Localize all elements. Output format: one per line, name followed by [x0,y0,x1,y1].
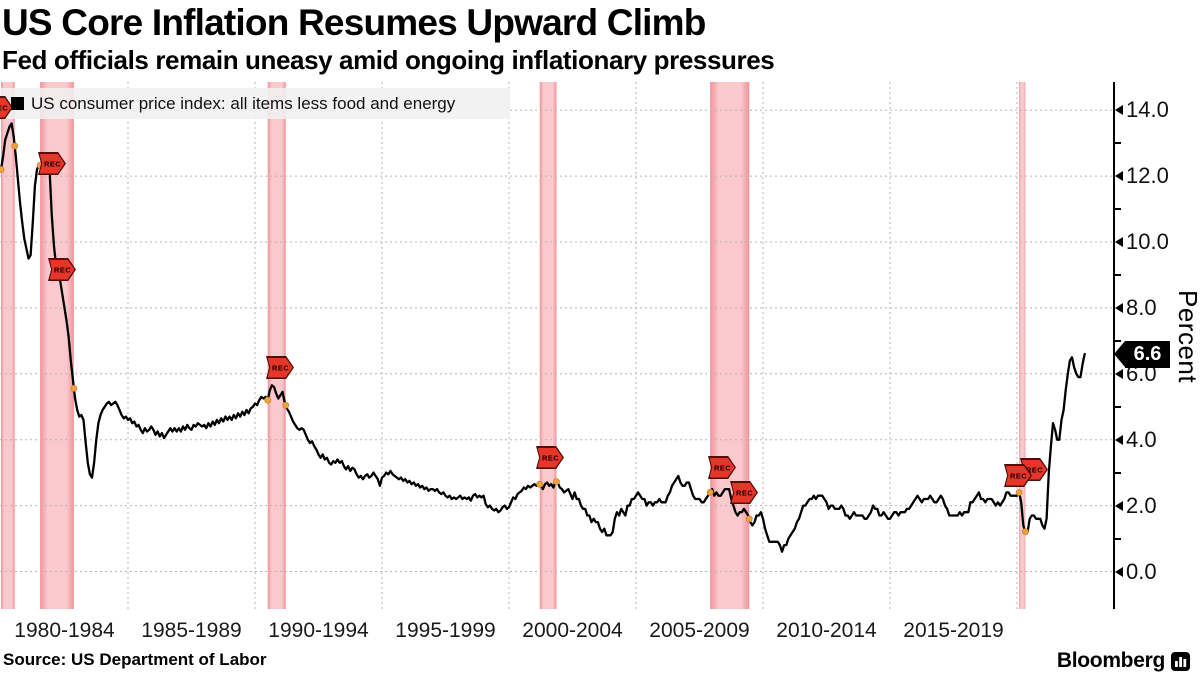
x-tick-label: 2000-2004 [522,619,623,642]
recession-band [539,82,557,609]
recession-boundary-dot [264,396,272,404]
bloomberg-wordmark: Bloomberg [1056,649,1165,672]
y-major-tick [1115,302,1123,313]
legend: US consumer price index: all items less … [0,88,510,119]
y-major-tick [1115,566,1123,577]
y-tick-label: 0.0 [1126,558,1157,584]
recession-badge-fill [49,259,75,280]
recession-badge: REC [536,446,564,469]
x-tick-label: 1995-1999 [395,619,496,642]
x-tick-label: 1990-1994 [268,619,369,642]
recession-boundary-dot [70,384,78,392]
inflation-line-chart [0,82,1113,609]
legend-background [0,88,510,119]
recession-badge-fill [537,447,563,468]
recession-badge-fill [709,457,735,478]
y-major-tick [1115,237,1123,247]
y-axis-title: Percent [1173,290,1200,384]
y-major-tick [1115,105,1123,116]
y-major-tick [1115,434,1123,445]
x-tick-label: 2010-2014 [776,619,877,642]
recession-band [710,82,750,609]
recession-badge: REC [1004,464,1032,487]
recession-badge-label: REC [542,453,560,462]
y-major-tick [1115,171,1123,182]
recession-badge: REC [38,152,66,175]
y-minor-tick [1115,405,1121,408]
legend-swatch [11,97,24,110]
legend-label: US consumer price index: all items less … [31,93,456,113]
core-cpi-line [0,122,1086,553]
y-tick-label: 12.0 [1126,163,1169,189]
bloomberg-logo: Bloomberg [1057,649,1190,673]
last-value-label: 6.6 [1125,340,1170,368]
recession-boundary-dot [553,478,560,486]
y-minor-tick [1115,339,1121,342]
recession-band [267,82,286,609]
x-tick-label: 1985-1989 [141,619,242,642]
recession-band [1019,82,1026,609]
recession-badge-fill [0,97,12,118]
page-subtitle: Fed officials remain uneasy amid ongoing… [2,45,775,75]
x-tick-label: 2015-2019 [903,619,1004,642]
y-tick-label: 8.0 [1126,294,1157,320]
recession-boundary-dot [11,142,19,150]
y-minor-tick [1115,273,1121,276]
recession-badge: REC [48,258,76,281]
recession-boundary-dot [536,480,544,488]
recession-badge-label: REC [736,488,754,497]
recession-badge-fill [1005,465,1031,486]
recession-badge-label: REC [44,159,62,168]
y-minor-tick [1115,471,1121,474]
y-tick-label: 2.0 [1126,492,1157,518]
recession-boundary-dot [706,488,714,496]
y-minor-tick [1115,208,1121,211]
recession-boundary-dot [0,166,5,173]
recession-badge-fill [39,153,65,174]
last-value-tag-pointer [1114,341,1125,368]
last-value-tag: 6.6 [1114,340,1170,368]
recession-badge-fill [267,357,293,378]
y-major-tick [1115,368,1123,379]
recession-badge-label: REC [1026,465,1044,474]
y-tick-label: 14.0 [1126,97,1169,123]
bloomberg-terminal-icon [1171,651,1190,671]
y-tick-label: 4.0 [1126,426,1157,452]
y-minor-tick [1115,142,1121,145]
recession-boundary-dot [1015,489,1023,496]
recession-boundary-dot [282,401,290,409]
x-tick-label: 2005-2009 [649,619,750,642]
source-note: Source: US Department of Labor [3,650,267,669]
recession-badge: REC [730,481,758,504]
recession-badge-label: REC [714,463,732,472]
y-tick-label: 10.0 [1126,229,1169,254]
recession-badge-label: REC [1010,471,1028,480]
recession-boundary-dot [1021,528,1029,536]
x-tick-label: 1980-1984 [14,619,115,642]
recession-badge-fill [731,482,757,503]
recession-badge-label: REC [54,265,72,274]
recession-band [1,82,15,609]
recession-badge: REC [708,456,736,479]
recession-badge: REC [266,356,294,379]
y-minor-tick [1115,537,1121,540]
recession-badge-label: REC [0,103,9,112]
recession-boundary-dot [745,515,753,523]
y-major-tick [1115,500,1123,511]
page-title: US Core Inflation Resumes Upward Climb [2,2,706,43]
recession-badge-label: REC [272,363,290,372]
